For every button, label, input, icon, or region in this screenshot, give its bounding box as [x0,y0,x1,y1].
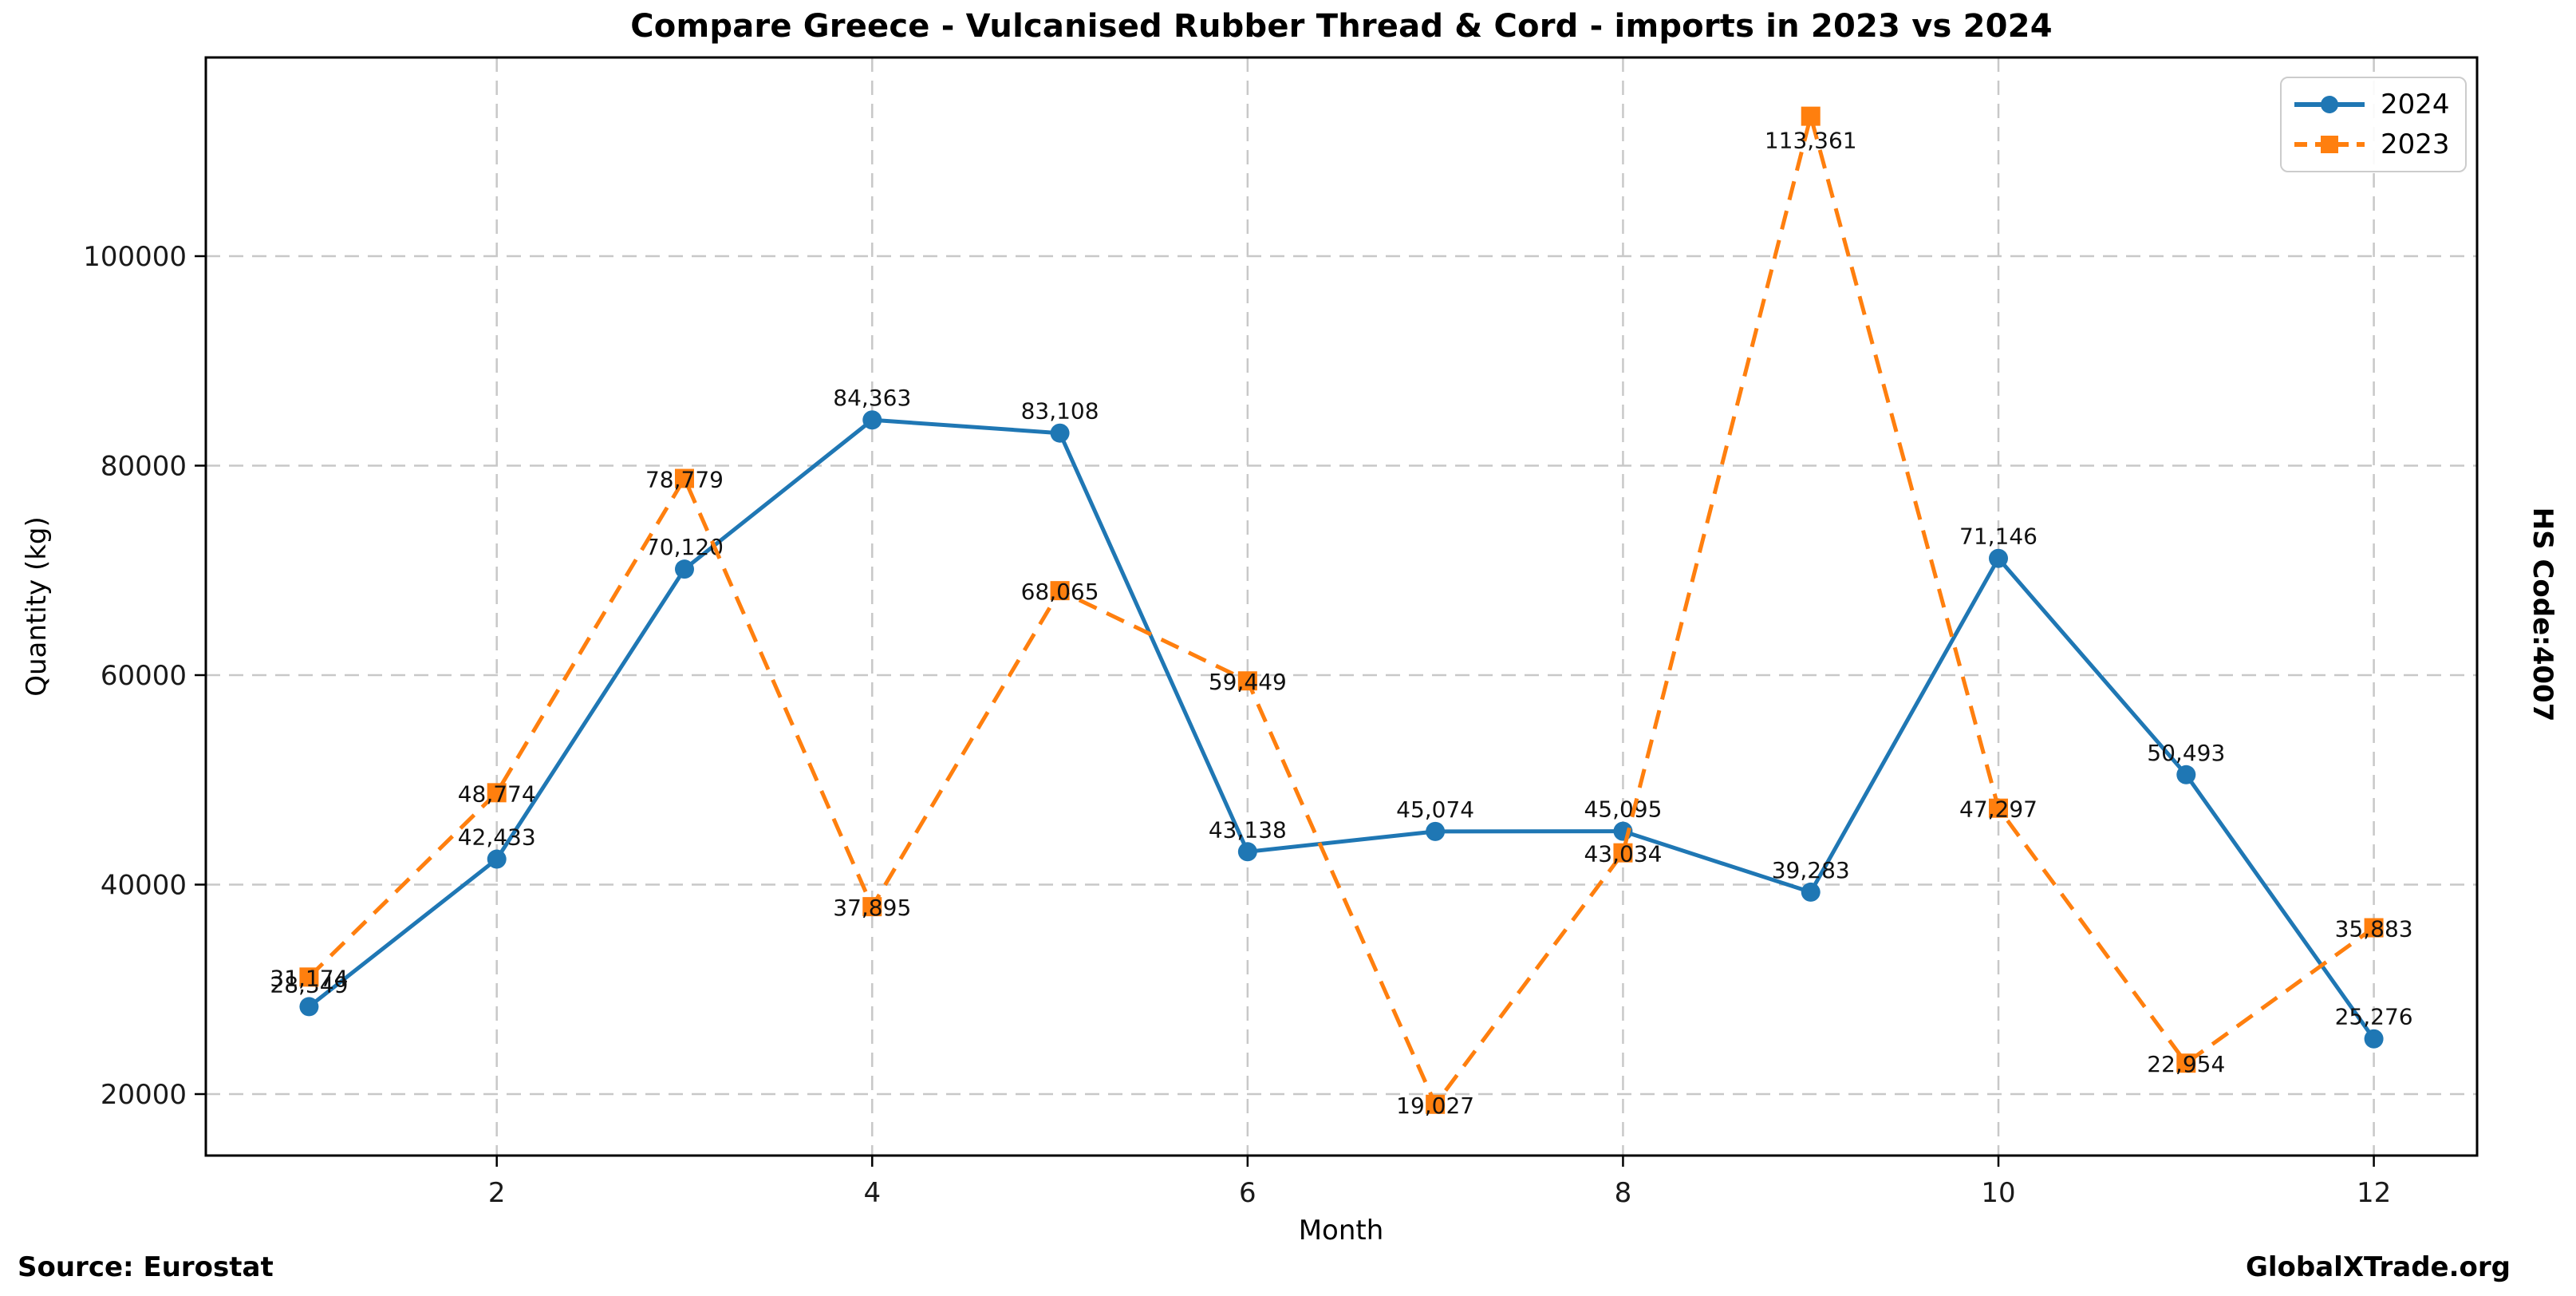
data-label-2023: 19,027 [1396,1093,1474,1119]
data-label-2024: 71,146 [1959,524,2038,550]
data-label-2024: 83,108 [1021,398,1099,425]
series-line-2024 [307,417,2376,1041]
data-point-2023 [1989,798,2009,818]
y-axis-label: Quantity (kg) [21,516,53,697]
legend-label-2024: 2024 [2381,89,2450,121]
plot-border [204,56,2479,1157]
x-tick-label: 2 [488,1177,506,1209]
data-point-2023 [487,783,507,803]
y-tick-label: 60000 [101,660,187,692]
data-label-2024: 70,120 [645,534,724,560]
hs-code-label: HS Code:4007 [2527,507,2558,722]
source-note: Source: Eurostat [18,1251,274,1283]
data-point-2024 [1237,842,1257,862]
data-point-2024 [674,559,694,579]
data-label-2023: 48,774 [458,780,536,807]
x-tick-label: 8 [1615,1177,1632,1209]
data-point-2024 [299,997,319,1017]
data-point-2024 [487,849,507,869]
legend-item-2024[interactable]: 2024 [2291,89,2456,121]
data-label-2024: 50,493 [2147,740,2225,766]
data-label-2023: 78,779 [645,467,724,493]
y-tick-label: 100000 [83,241,187,273]
legend-sample-2024 [2294,96,2365,114]
y-tick-label: 20000 [101,1079,187,1111]
data-point-2024 [1989,548,2009,568]
legend-label-2023: 2023 [2381,128,2450,160]
data-point-2024 [2176,765,2196,784]
data-label-2024: 43,138 [1209,816,1287,843]
data-point-2023 [299,967,319,987]
chart-title: Compare Greece - Vulcanised Rubber Threa… [630,8,2053,45]
x-tick-label: 6 [1239,1177,1256,1209]
y-tick-label: 80000 [101,450,187,482]
legend-sample-2023 [2294,135,2365,153]
legend-2024-marker-icon [2321,96,2338,114]
data-point-2023 [2364,918,2384,938]
data-label-2023: 47,297 [1959,796,2038,823]
data-label-2024: 25,276 [2335,1004,2413,1030]
data-point-2023 [862,897,882,917]
data-label-2023: 22,954 [2147,1051,2225,1077]
x-tick-label: 10 [1981,1177,2015,1209]
data-label-2023: 68,065 [1021,579,1099,605]
data-label-2023: 35,883 [2335,916,2413,942]
data-point-2023 [1426,1094,1446,1114]
data-label-2024: 84,363 [833,385,911,411]
data-label-2023: 37,895 [833,895,911,921]
y-tick-label: 40000 [101,869,187,901]
data-label-2023: 31,174 [270,965,348,991]
data-point-2024 [1050,423,1070,443]
legend-2023-marker-icon [2321,135,2338,153]
data-label-2024: 39,283 [1772,857,1850,883]
series-line-2023 [307,108,2376,1108]
x-tick-label: 4 [863,1177,881,1209]
x-tick-label: 12 [2357,1177,2391,1209]
data-point-2024 [1426,821,1446,841]
data-label-2023: 113,361 [1765,128,1857,154]
legend-item-2023[interactable]: 2023 [2291,128,2456,160]
data-point-2024 [1801,882,1821,902]
data-point-2023 [2176,1053,2196,1073]
data-label-2024: 45,074 [1396,796,1474,823]
data-label-2024: 42,433 [458,824,536,851]
data-point-2023 [1801,106,1821,126]
data-label-2024: 45,095 [1584,796,1662,823]
data-label-2023: 59,449 [1209,669,1287,695]
data-point-2024 [2364,1029,2384,1049]
legend[interactable]: 2024 2023 [2280,77,2467,172]
data-point-2023 [1050,581,1070,601]
data-label-2023: 43,034 [1584,841,1662,867]
data-point-2023 [674,468,694,488]
watermark: GlobalXTrade.org [2245,1251,2511,1283]
x-axis-label: Month [1298,1215,1384,1247]
data-point-2023 [1237,671,1257,691]
data-point-2024 [862,410,882,430]
data-point-2023 [1613,843,1633,863]
